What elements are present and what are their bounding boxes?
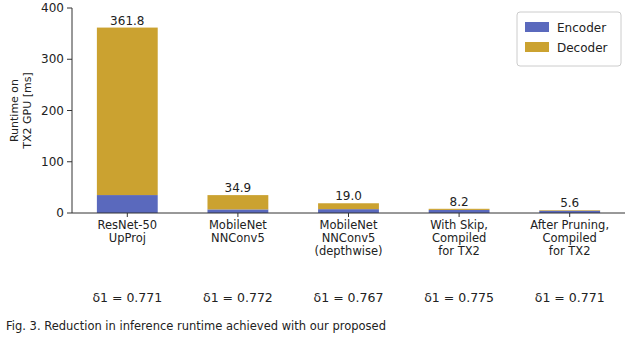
y-axis-label: Runtime onTX2 GPU [ms]: [8, 72, 34, 149]
bar-segment: [207, 209, 268, 213]
annotation: δ1 = 0.767: [314, 290, 384, 305]
bar-segment: [318, 209, 379, 213]
total-label: 361.8: [110, 14, 144, 28]
annotation: δ1 = 0.772: [203, 290, 273, 305]
x-label-line: NNConv5: [322, 231, 376, 245]
chart: 0 100 200 300 400 Runtime onTX2 GPU [ms] 361.8…: [0, 0, 640, 338]
legend-swatch: [525, 42, 549, 52]
x-label-line: UpProj: [109, 231, 146, 245]
y-tick-label: 300: [41, 52, 64, 66]
bar-segment: [318, 203, 379, 209]
legend-label: Encoder: [557, 21, 606, 35]
x-tick: [348, 213, 349, 217]
legend-label: Decoder: [557, 41, 608, 55]
total-label: 5.6: [560, 196, 579, 210]
x-tick-label: After Pruning,Compiledfor TX2: [530, 218, 609, 258]
y-tick-label: 0: [56, 206, 64, 220]
x-tick-label: ResNet-50UpProj: [98, 218, 158, 245]
y-tick-label: 200: [41, 104, 64, 118]
x-tick: [127, 213, 128, 217]
x-label-line: Compiled: [543, 231, 597, 245]
bar-segment: [97, 195, 158, 213]
legend-box: [517, 12, 621, 66]
y-label-line: Runtime on: [8, 79, 21, 142]
caption: Fig. 3. Reduction in inference runtime a…: [6, 319, 386, 333]
bar-segment: [207, 195, 268, 209]
x-label-line: Compiled: [432, 231, 486, 245]
x-tick: [569, 213, 570, 217]
y-tick: [67, 161, 72, 162]
total-label: 8.2: [450, 195, 469, 209]
annotation: δ1 = 0.771: [92, 290, 162, 305]
x-label-line: (depthwise): [314, 244, 382, 258]
annotation: δ1 = 0.775: [424, 290, 494, 305]
x-label-line: ResNet-50: [98, 218, 158, 232]
y-tick: [67, 8, 72, 9]
x-label-line: After Pruning,: [530, 218, 609, 232]
x-label-line: for TX2: [438, 244, 480, 258]
y-tick: [67, 59, 72, 60]
x-tick-label: MobileNetNNConv5: [209, 218, 267, 245]
y-tick: [67, 213, 72, 214]
x-tick: [459, 213, 460, 217]
x-tick-label: With Skip,Compiledfor TX2: [430, 218, 488, 258]
x-label-line: for TX2: [549, 244, 591, 258]
y-label-line: TX2 GPU [ms]: [21, 72, 34, 149]
total-label: 19.0: [335, 189, 362, 203]
x-tick-label: MobileNetNNConv5(depthwise): [314, 218, 382, 258]
bar-segment: [429, 209, 490, 210]
y-tick-label: 100: [41, 155, 64, 169]
x-tick: [237, 213, 238, 217]
x-label-line: MobileNet: [320, 218, 378, 232]
total-label: 34.9: [225, 181, 252, 195]
x-label-line: NNConv5: [211, 231, 265, 245]
legend-swatch: [525, 22, 549, 32]
y-tick-label: 400: [41, 1, 64, 15]
y-tick: [67, 110, 72, 111]
bar-segment: [97, 28, 158, 195]
annotation: δ1 = 0.771: [535, 290, 605, 305]
y-axis: [72, 8, 73, 213]
x-label-line: With Skip,: [430, 218, 488, 232]
x-label-line: MobileNet: [209, 218, 267, 232]
